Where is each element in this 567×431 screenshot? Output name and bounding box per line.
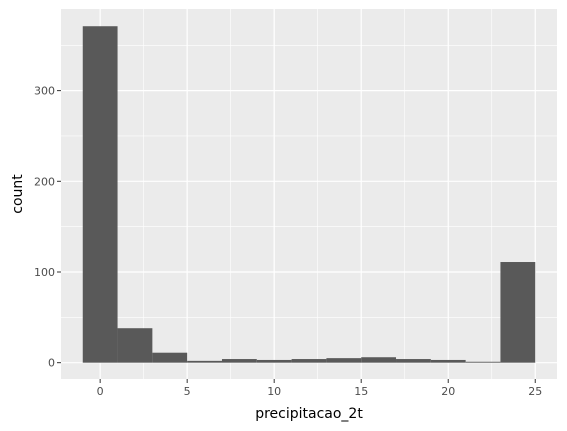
- y-tick-label: 100: [34, 266, 55, 279]
- y-tick-label: 0: [48, 357, 55, 370]
- histogram-bar-8: [361, 357, 397, 363]
- histogram-bar-10: [430, 359, 466, 363]
- plot-panel: [61, 9, 557, 379]
- histogram-bar-4: [221, 359, 257, 363]
- x-tick-label: 15: [354, 385, 368, 398]
- histogram-bar-0: [82, 26, 118, 363]
- x-tick-label: 0: [97, 385, 104, 398]
- grid-minor: [61, 9, 557, 379]
- histogram-bar-7: [326, 358, 362, 363]
- x-axis: 0 5 10 15 20 25: [97, 379, 542, 398]
- x-tick-label: 25: [528, 385, 542, 398]
- x-tick-label: 10: [267, 385, 281, 398]
- histogram-bars: [82, 26, 536, 363]
- histogram-bar-5: [256, 359, 292, 363]
- y-tick-label: 300: [34, 85, 55, 98]
- histogram-bar-2: [152, 352, 188, 363]
- x-tick-label: 20: [441, 385, 455, 398]
- histogram-bar-11: [465, 361, 501, 363]
- y-tick-label: 200: [34, 175, 55, 188]
- y-axis: 0 100 200 300: [34, 85, 61, 370]
- x-axis-title: precipitacao_2t: [255, 406, 363, 422]
- y-axis-title: count: [10, 174, 26, 214]
- x-tick-label: 5: [184, 385, 191, 398]
- grid-major: [61, 9, 557, 379]
- histogram-bar-3: [187, 360, 222, 363]
- histogram-bar-9: [396, 359, 431, 363]
- histogram-bar-6: [291, 359, 327, 363]
- histogram-bar-1: [117, 328, 153, 363]
- histogram-bar-12: [500, 262, 536, 363]
